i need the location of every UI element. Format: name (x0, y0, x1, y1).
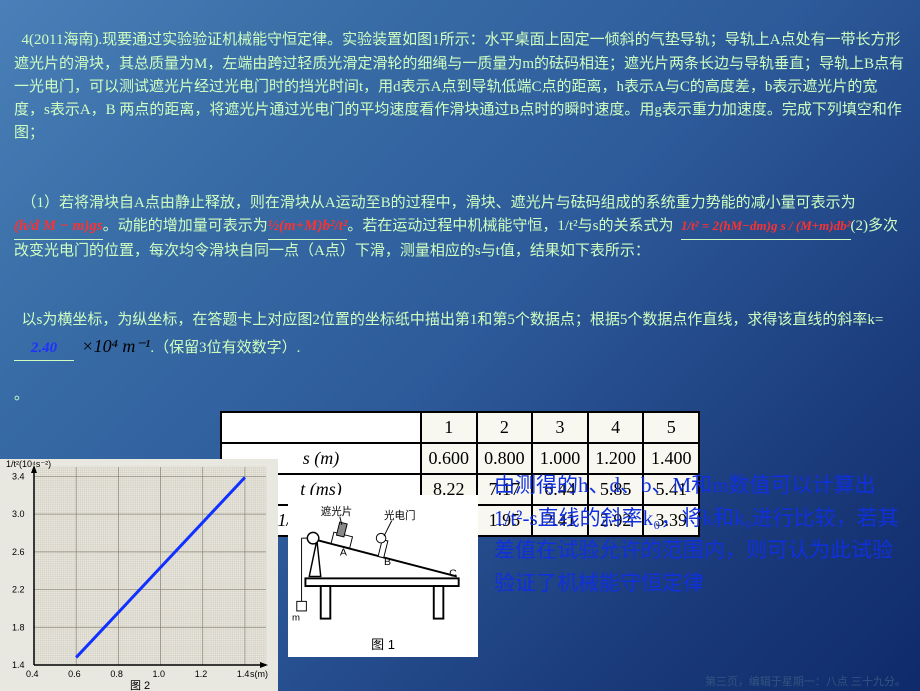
part2: 以s为横坐标，为纵坐标，在答题卡上对应图2位置的坐标纸中描出第1和第5个数据点；… (22, 312, 884, 328)
svg-text:1/t²(10⁴s⁻²): 1/t²(10⁴s⁻²) (6, 459, 51, 469)
col: 1 (421, 412, 477, 443)
k-unit: ×10⁴ m⁻¹ (82, 336, 151, 356)
problem-header: 4(2011海南).现要通过实验验证机械能守恒定律。实验装置如图1所示：水平桌面… (14, 32, 904, 141)
graph-plot: 0.4 0.6 0.8 1.0 1.2 1.4 1.4 1.8 2.2 2.6 3.0 3.4 1/t… (0, 459, 278, 691)
dot: 。 (14, 387, 29, 403)
svg-text:3.0: 3.0 (12, 509, 25, 519)
svg-text:2.2: 2.2 (12, 585, 25, 595)
svg-text:图 2: 图 2 (130, 679, 150, 691)
part1a: （1）若将滑块自A点由静止释放，则在滑块从A运动至B的过程中，滑块、遮光片与砝码… (22, 195, 856, 211)
svg-text:1.0: 1.0 (153, 669, 166, 679)
table-header: 1 2 3 4 5 (221, 412, 699, 443)
svg-text:1.4: 1.4 (12, 660, 25, 670)
svg-text:A: A (340, 546, 347, 558)
svg-text:0.6: 0.6 (68, 669, 81, 679)
page-footer: 第三页，编辑于星期一：八点 三十九分。 (705, 673, 906, 689)
svg-text:1.2: 1.2 (195, 669, 208, 679)
conclusion-text: 由测得的h、d、b、M和m数值可以计算出1/t²-s直线的斜率k₀，将k和k₀进… (494, 469, 908, 599)
svg-text:s(m): s(m) (250, 669, 268, 679)
apparatus-caption: 图 1 (292, 634, 474, 653)
svg-text:3.4: 3.4 (12, 471, 25, 481)
col: 5 (643, 412, 699, 443)
svg-text:0.8: 0.8 (110, 669, 123, 679)
col: 4 (588, 412, 644, 443)
part1b: 。动能的增加量可表示为 (103, 218, 268, 234)
part1c: 。若在运动过程中机械能守恒，1/t²与s的关系式为 (347, 218, 673, 234)
ans-rel: 1/t² = 2(hM−dm)g s / (M+m)db² (681, 218, 851, 233)
svg-text:2.6: 2.6 (12, 547, 25, 557)
svg-text:遮光片: 遮光片 (321, 505, 353, 518)
ans-ke: ½(m+M)b²/t² (268, 218, 348, 234)
problem-text: 4(2011海南).现要通过实验验证机械能守恒定律。实验装置如图1所示：水平桌面… (0, 0, 920, 407)
ans-pe: (h/d M − m)gs (14, 218, 103, 234)
svg-text:m: m (292, 613, 300, 624)
svg-text:光电门: 光电门 (384, 509, 416, 522)
svg-text:1.4: 1.4 (237, 669, 250, 679)
col: 2 (477, 412, 533, 443)
apparatus-figure: m 遮光片 光电门 A B C 图 1 (288, 495, 478, 657)
part2-unit: .（保留3位有效数字）. (150, 340, 300, 356)
col: 3 (532, 412, 588, 443)
svg-text:C: C (449, 567, 457, 579)
svg-text:1.8: 1.8 (12, 622, 25, 632)
svg-text:0.4: 0.4 (26, 669, 39, 679)
svg-text:B: B (384, 556, 391, 568)
ans-k: 2.40 (31, 340, 57, 356)
